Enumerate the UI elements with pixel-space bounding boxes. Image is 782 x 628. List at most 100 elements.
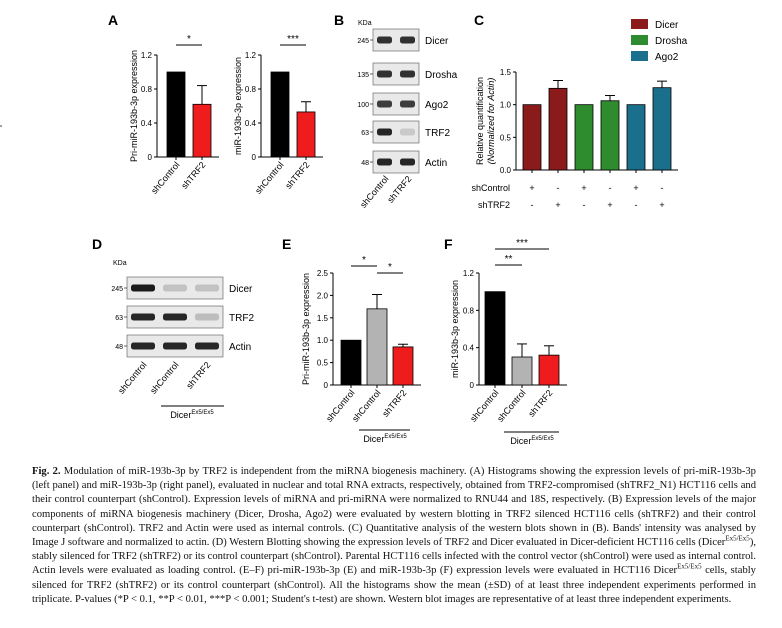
chart-e-y-tick-label: 2.0 <box>317 291 329 300</box>
chart-e-significance-label: * <box>388 262 392 273</box>
panel-d-band <box>131 342 155 350</box>
panel-d-band <box>163 284 187 292</box>
caption-label: Fig. 2. <box>32 466 61 477</box>
caption-text-1: Modulation of miR-193b-3p by TRF2 is ind… <box>32 466 756 549</box>
panel-d-group-label: DicerEx5/Ex5 <box>170 410 214 420</box>
panel-b-row-label: Actin <box>425 158 447 169</box>
panel-b-band <box>400 70 415 78</box>
chart-c-sign-shtrf2: - <box>635 200 638 210</box>
panel-b-row-label: Dicer <box>425 36 449 47</box>
caption-text-2: ), stably silenced for TRF2 (shTRF2) or … <box>32 537 756 577</box>
chart-f-bar <box>484 291 506 386</box>
panel-d-kda-marker: 245 <box>111 286 123 293</box>
chart-f-y-tick-label: 1.2 <box>463 269 475 278</box>
panel-b-band <box>400 36 415 44</box>
panel-b-row-label: Ago2 <box>425 100 449 111</box>
chart-c-bar <box>522 104 542 171</box>
chart-f-y-tick-label: 0.8 <box>463 306 475 315</box>
panel-b-band <box>400 158 415 166</box>
chart-a1-y-tick-label: 1.2 <box>141 51 153 60</box>
panel-d-row-label: Actin <box>229 342 251 353</box>
panel-d-row-label: TRF2 <box>229 313 254 324</box>
chart-e-y-label: Pri-miR-193b-3p expression <box>301 273 311 385</box>
chart-c-sign-shcontrol: - <box>609 183 612 193</box>
panel-b-kda-marker: 48 <box>361 160 369 167</box>
chart-a2-bar <box>296 111 316 158</box>
panel-b-kda-marker: 63 <box>361 130 369 137</box>
panel-b-lane-label: shTRF2 <box>385 174 413 205</box>
chart-c-legend-swatch <box>631 35 648 45</box>
panel-b-kda-header: KDa <box>358 20 372 27</box>
panel-b-kda-marker: 135 <box>357 72 369 79</box>
panel-b-band <box>400 100 415 108</box>
chart-e-bar <box>366 308 388 386</box>
panel-d-kda-marker: 48 <box>115 344 123 351</box>
chart-f-significance-label: *** <box>516 238 528 249</box>
chart-c-row-label-shtrf2: shTRF2 <box>478 200 510 210</box>
chart-c-row-label-shcontrol: shControl <box>471 183 510 193</box>
chart-a2-category-label: shTRF2 <box>283 160 311 191</box>
chart-e-y-tick-label: 0.5 <box>317 359 329 368</box>
chart-c-y-label: Relative quantification <box>475 77 485 165</box>
panel-label-b: B <box>334 12 344 28</box>
panel-d-band <box>163 342 187 350</box>
panel-d-band <box>163 313 187 321</box>
chart-c-sign-shtrf2: - <box>583 200 586 210</box>
panel-b-row-label: Drosha <box>425 70 458 81</box>
panel-b-band <box>377 158 392 166</box>
panel-b-lane-label: shControl <box>358 174 390 210</box>
chart-a2-category-label: shControl <box>253 160 285 196</box>
chart-c-sign-shcontrol: + <box>529 183 534 193</box>
chart-a2-y-tick-label: 1.2 <box>245 51 257 60</box>
panel-d-band <box>195 313 219 321</box>
chart-c-sign-shtrf2: + <box>659 200 664 210</box>
chart-a2-y-tick-label: 0 <box>252 153 257 162</box>
panel-b-band <box>377 100 392 108</box>
chart-c-sign-shtrf2: + <box>555 200 560 210</box>
chart-f-group-label: DicerEx5/Ex5 <box>510 436 554 446</box>
caption-sup-1: Ex5/Ex5 <box>725 534 750 543</box>
chart-c-sign-shtrf2: + <box>607 200 612 210</box>
chart-e-category-label: shTRF2 <box>380 388 408 419</box>
chart-f-bar <box>511 356 533 386</box>
chart-a1-bar <box>166 71 186 158</box>
caption-text-3: cells, stably silenced for TRF2 (shTRF2)… <box>32 565 756 605</box>
figure-canvas: A B CD E F00.40.81.2shControlshTRF2Pri-miR-1… <box>0 12 688 446</box>
panel-label-c: C <box>474 12 484 28</box>
panel-b-band <box>377 36 392 44</box>
chart-c-legend-label: Ago2 <box>655 52 679 63</box>
chart-a1-y-tick-label: 0.4 <box>141 119 153 128</box>
chart-c-legend-label: Dicer <box>655 20 679 31</box>
chart-c-legend-swatch <box>631 51 648 61</box>
panel-b-band <box>377 128 392 136</box>
chart-c-y-label: Relative quantification <box>0 77 2 165</box>
chart-e-significance-label: * <box>362 255 366 266</box>
chart-a1-significance-label: * <box>187 34 191 45</box>
chart-c-bar <box>626 104 646 171</box>
panel-d-band <box>131 313 155 321</box>
chart-f-y-label: miR-193b-3p expression <box>450 280 460 378</box>
panel-b-kda-marker: 245 <box>357 38 369 45</box>
chart-c-sign-shcontrol: + <box>581 183 586 193</box>
chart-c-y-tick-label: 1.5 <box>500 68 512 77</box>
panel-b-band <box>400 128 415 136</box>
panel-d-lane-label: shControl <box>148 360 180 396</box>
group-label-sup: Ex5/Ex5 <box>191 410 214 416</box>
group-label-main: Dicer <box>510 436 531 446</box>
chart-c-bar <box>652 87 672 171</box>
group-label-main: Dicer <box>363 434 384 444</box>
chart-e-y-tick-label: 1.5 <box>317 314 329 323</box>
chart-f-y-tick-label: 0.4 <box>463 344 475 353</box>
chart-c-sign-shcontrol: - <box>661 183 664 193</box>
panel-label-e: E <box>282 236 291 252</box>
chart-c-sign-shcontrol: + <box>633 183 638 193</box>
chart-c-y-label-2: (Normalized for Actin) <box>486 78 496 165</box>
chart-c-sign-shcontrol: - <box>557 183 560 193</box>
chart-c-y-tick-label: 0.0 <box>500 166 512 175</box>
chart-f-y-tick-label: 0 <box>470 381 475 390</box>
chart-a2-bar <box>270 71 290 158</box>
chart-a1-category-label: shTRF2 <box>179 160 207 191</box>
chart-c-bar <box>548 87 568 171</box>
chart-a1-category-label: shControl <box>149 160 181 196</box>
chart-a1-y-tick-label: 0.8 <box>141 85 153 94</box>
